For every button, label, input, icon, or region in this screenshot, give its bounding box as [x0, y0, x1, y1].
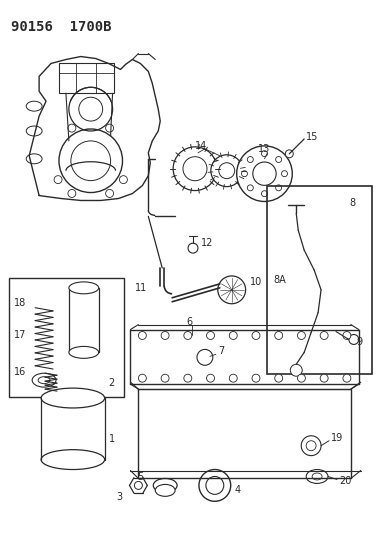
Text: 3: 3 — [117, 492, 123, 502]
Text: 2: 2 — [109, 378, 115, 388]
Text: 13: 13 — [258, 144, 270, 154]
Circle shape — [241, 171, 248, 176]
Ellipse shape — [41, 388, 105, 408]
Text: 20: 20 — [339, 477, 351, 487]
Text: 17: 17 — [14, 330, 27, 341]
Circle shape — [343, 332, 351, 340]
Circle shape — [211, 155, 243, 187]
Circle shape — [261, 191, 268, 197]
Circle shape — [301, 436, 321, 456]
Circle shape — [229, 374, 237, 382]
Ellipse shape — [312, 473, 322, 480]
Ellipse shape — [306, 470, 328, 483]
Circle shape — [306, 441, 316, 451]
Ellipse shape — [41, 450, 105, 470]
Circle shape — [247, 157, 253, 163]
Circle shape — [207, 374, 214, 382]
Bar — [268, 185, 372, 374]
Ellipse shape — [69, 346, 99, 358]
Text: 18: 18 — [14, 298, 27, 308]
Text: 8A: 8A — [273, 275, 286, 285]
Circle shape — [275, 374, 283, 382]
Circle shape — [276, 185, 281, 191]
Circle shape — [290, 364, 302, 376]
Text: 9: 9 — [357, 337, 363, 348]
Circle shape — [229, 332, 237, 340]
Circle shape — [275, 332, 283, 340]
Circle shape — [199, 470, 231, 502]
Circle shape — [320, 332, 328, 340]
Circle shape — [298, 374, 305, 382]
Text: 8: 8 — [350, 198, 356, 208]
Text: 6: 6 — [186, 317, 192, 327]
Circle shape — [281, 171, 288, 176]
Text: 90156  1700B: 90156 1700B — [11, 20, 112, 34]
Text: 10: 10 — [249, 277, 262, 287]
Circle shape — [197, 350, 213, 365]
Text: 7: 7 — [218, 346, 224, 357]
Circle shape — [206, 477, 224, 494]
Ellipse shape — [38, 377, 50, 384]
Bar — [9, 278, 124, 397]
Circle shape — [247, 185, 253, 191]
Ellipse shape — [32, 373, 56, 387]
Circle shape — [252, 332, 260, 340]
Bar — [69, 288, 99, 352]
Circle shape — [252, 374, 260, 382]
Circle shape — [134, 481, 142, 489]
Text: 1: 1 — [109, 434, 115, 444]
Circle shape — [276, 157, 281, 163]
Text: 15: 15 — [306, 132, 318, 142]
Circle shape — [161, 332, 169, 340]
Ellipse shape — [69, 282, 99, 294]
Circle shape — [138, 332, 146, 340]
Circle shape — [184, 374, 192, 382]
Circle shape — [285, 150, 293, 158]
Text: 4: 4 — [235, 486, 241, 495]
Circle shape — [161, 374, 169, 382]
Circle shape — [349, 335, 359, 344]
Text: 11: 11 — [136, 283, 148, 293]
Circle shape — [173, 147, 217, 191]
Text: 5: 5 — [137, 472, 144, 482]
Text: 19: 19 — [331, 433, 343, 443]
Circle shape — [183, 157, 207, 181]
Ellipse shape — [155, 484, 175, 496]
Text: 12: 12 — [201, 238, 213, 248]
Ellipse shape — [153, 479, 177, 492]
Circle shape — [207, 332, 214, 340]
Circle shape — [184, 332, 192, 340]
Circle shape — [237, 146, 292, 201]
Circle shape — [320, 374, 328, 382]
Circle shape — [261, 151, 268, 157]
Circle shape — [253, 162, 276, 185]
Bar — [59, 63, 114, 93]
Circle shape — [138, 374, 146, 382]
Circle shape — [298, 332, 305, 340]
Text: 14: 14 — [195, 141, 207, 151]
Circle shape — [219, 163, 235, 179]
Circle shape — [218, 276, 246, 304]
Circle shape — [343, 374, 351, 382]
Text: 16: 16 — [14, 367, 27, 377]
